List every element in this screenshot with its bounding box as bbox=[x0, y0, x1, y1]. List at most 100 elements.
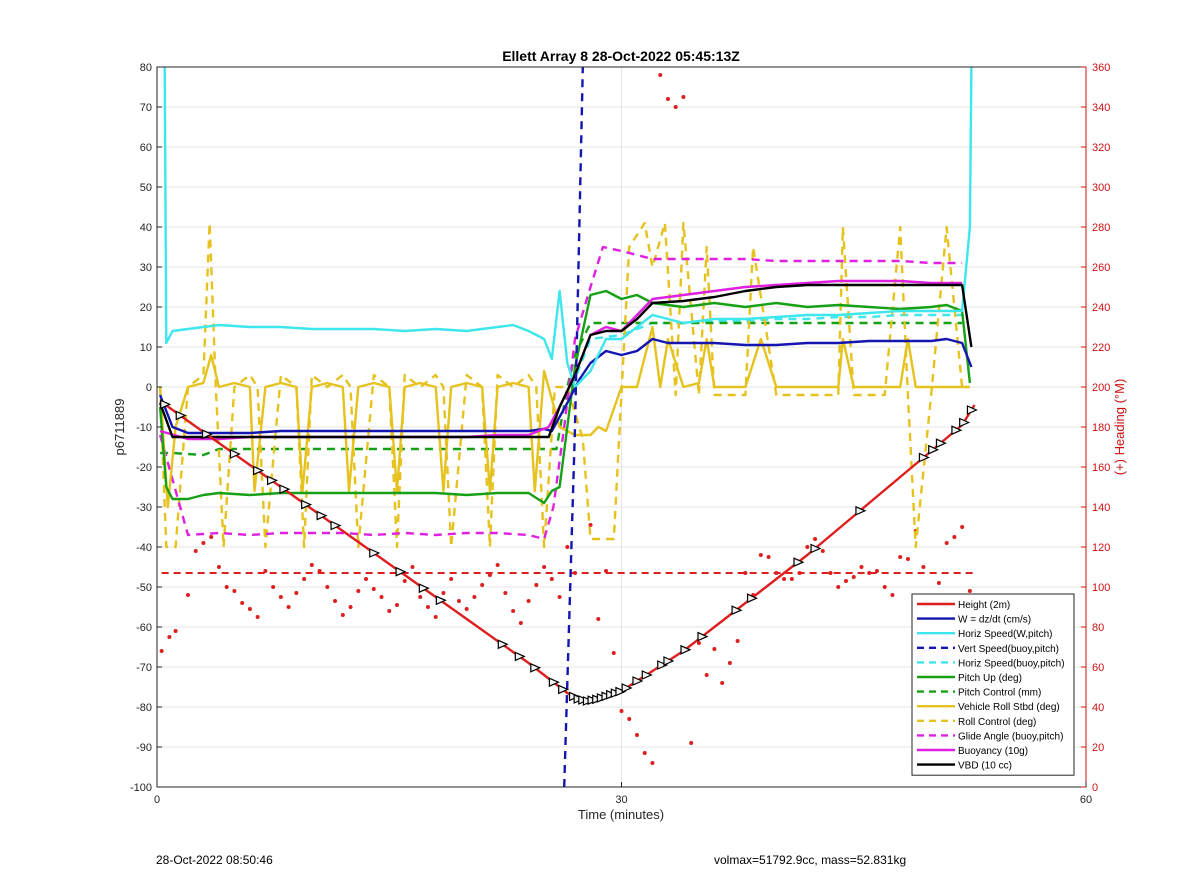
heading-point bbox=[325, 585, 330, 589]
height-marker bbox=[641, 670, 653, 680]
heading-point bbox=[960, 525, 965, 529]
height-marker bbox=[160, 399, 172, 410]
heading-point bbox=[495, 563, 500, 567]
legend-label: Horiz Speed(W,pitch) bbox=[958, 629, 1052, 640]
heading-point bbox=[464, 607, 469, 611]
y2-tick-label: 340 bbox=[1092, 102, 1110, 114]
y2-tick-label: 280 bbox=[1092, 222, 1110, 234]
heading-point bbox=[611, 651, 616, 655]
y-tick-label: -30 bbox=[136, 502, 152, 514]
y-tick-label: -10 bbox=[136, 422, 152, 434]
heading-point bbox=[348, 605, 353, 609]
y-tick-label: 30 bbox=[140, 262, 152, 274]
heading-point bbox=[209, 535, 214, 539]
heading-point bbox=[286, 605, 291, 609]
heading-point bbox=[356, 589, 361, 593]
y-tick-label: 80 bbox=[140, 62, 152, 74]
heading-point bbox=[511, 609, 516, 613]
height-marker bbox=[615, 686, 627, 697]
heading-point bbox=[441, 591, 446, 595]
heading-point bbox=[704, 673, 709, 677]
x-axis-label: Time (minutes) bbox=[578, 807, 664, 822]
y2-tick-label: 140 bbox=[1092, 502, 1110, 514]
heading-point bbox=[789, 577, 794, 581]
heading-point bbox=[720, 681, 725, 685]
legend-label: Roll Control (deg) bbox=[958, 717, 1036, 728]
heading-point bbox=[456, 599, 461, 603]
heading-point bbox=[518, 621, 523, 625]
series-line-7 bbox=[158, 325, 970, 509]
height-marker bbox=[746, 593, 759, 604]
heading-point bbox=[557, 595, 562, 599]
heading-point bbox=[309, 563, 314, 567]
heading-point bbox=[905, 557, 910, 561]
heading-point bbox=[665, 97, 670, 101]
heading-point bbox=[766, 555, 771, 559]
heading-point bbox=[364, 577, 369, 581]
legend-box bbox=[911, 593, 1075, 776]
height-marker bbox=[316, 510, 328, 521]
legend-label: Horiz Speed(buoy,pitch) bbox=[958, 658, 1065, 669]
legend-label: Pitch Up (deg) bbox=[958, 673, 1022, 684]
heading-point bbox=[159, 649, 164, 653]
y2-tick-label: 180 bbox=[1092, 422, 1110, 434]
y2-tick-label: 300 bbox=[1092, 182, 1110, 194]
heading-point bbox=[232, 589, 237, 593]
y2-tick-label: 40 bbox=[1092, 702, 1104, 714]
height-marker bbox=[266, 475, 279, 486]
heading-point bbox=[898, 555, 903, 559]
heading-point bbox=[836, 585, 841, 589]
legend-label: Height (2m) bbox=[958, 600, 1010, 611]
height-marker bbox=[657, 660, 669, 670]
x-axis: 0 30 60 bbox=[154, 782, 1092, 806]
y2-tick-label: 100 bbox=[1092, 582, 1110, 594]
heading-point bbox=[658, 73, 663, 77]
heading-point bbox=[758, 553, 763, 557]
y-tick-label: 0 bbox=[146, 382, 152, 394]
y-tick-label: 20 bbox=[140, 302, 152, 314]
y2-tick-label: 240 bbox=[1092, 302, 1110, 314]
heading-point bbox=[882, 585, 887, 589]
heading-point bbox=[167, 635, 172, 639]
y2-axis-label: (+) Heading (°M) bbox=[1112, 379, 1127, 476]
heading-point bbox=[371, 587, 376, 591]
y-axis-left: -100-90-80-70-60-50-40-30-20-10010203040… bbox=[130, 62, 162, 794]
y-tick-label: -60 bbox=[136, 622, 152, 634]
height-marker bbox=[935, 438, 947, 449]
x-tick-label: 60 bbox=[1080, 794, 1092, 806]
height-marker bbox=[395, 566, 407, 577]
heading-point bbox=[340, 613, 345, 617]
heading-point bbox=[185, 593, 190, 597]
heading-point bbox=[627, 717, 632, 721]
heading-point bbox=[379, 595, 384, 599]
y-tick-label: 50 bbox=[140, 182, 152, 194]
chart-title: Ellett Array 8 28-Oct-2022 05:45:13Z bbox=[502, 48, 740, 64]
y-tick-label: 60 bbox=[140, 142, 152, 154]
heading-point bbox=[634, 733, 639, 737]
y-tick-label: -20 bbox=[136, 462, 152, 474]
heading-scatter bbox=[159, 73, 975, 765]
heading-point bbox=[619, 709, 624, 713]
series-line-5 bbox=[158, 289, 972, 505]
heading-point bbox=[565, 545, 570, 549]
height-marker bbox=[632, 676, 644, 686]
series-line-6 bbox=[160, 321, 963, 457]
y-tick-label: 70 bbox=[140, 102, 152, 114]
y-tick-label: -100 bbox=[130, 782, 152, 794]
heading-point bbox=[844, 579, 849, 583]
heading-point bbox=[294, 591, 299, 595]
y2-tick-label: 200 bbox=[1092, 382, 1110, 394]
heading-point bbox=[224, 585, 229, 589]
height-marker bbox=[514, 651, 526, 662]
heading-point bbox=[503, 591, 508, 595]
heading-point bbox=[201, 541, 206, 545]
heading-point bbox=[216, 565, 221, 569]
heading-point bbox=[526, 599, 531, 603]
series-line-1 bbox=[158, 337, 973, 435]
heading-point bbox=[173, 629, 178, 633]
height-marker bbox=[959, 417, 971, 428]
heading-point bbox=[472, 595, 477, 599]
heading-point bbox=[433, 615, 438, 619]
height-marker bbox=[966, 405, 978, 415]
